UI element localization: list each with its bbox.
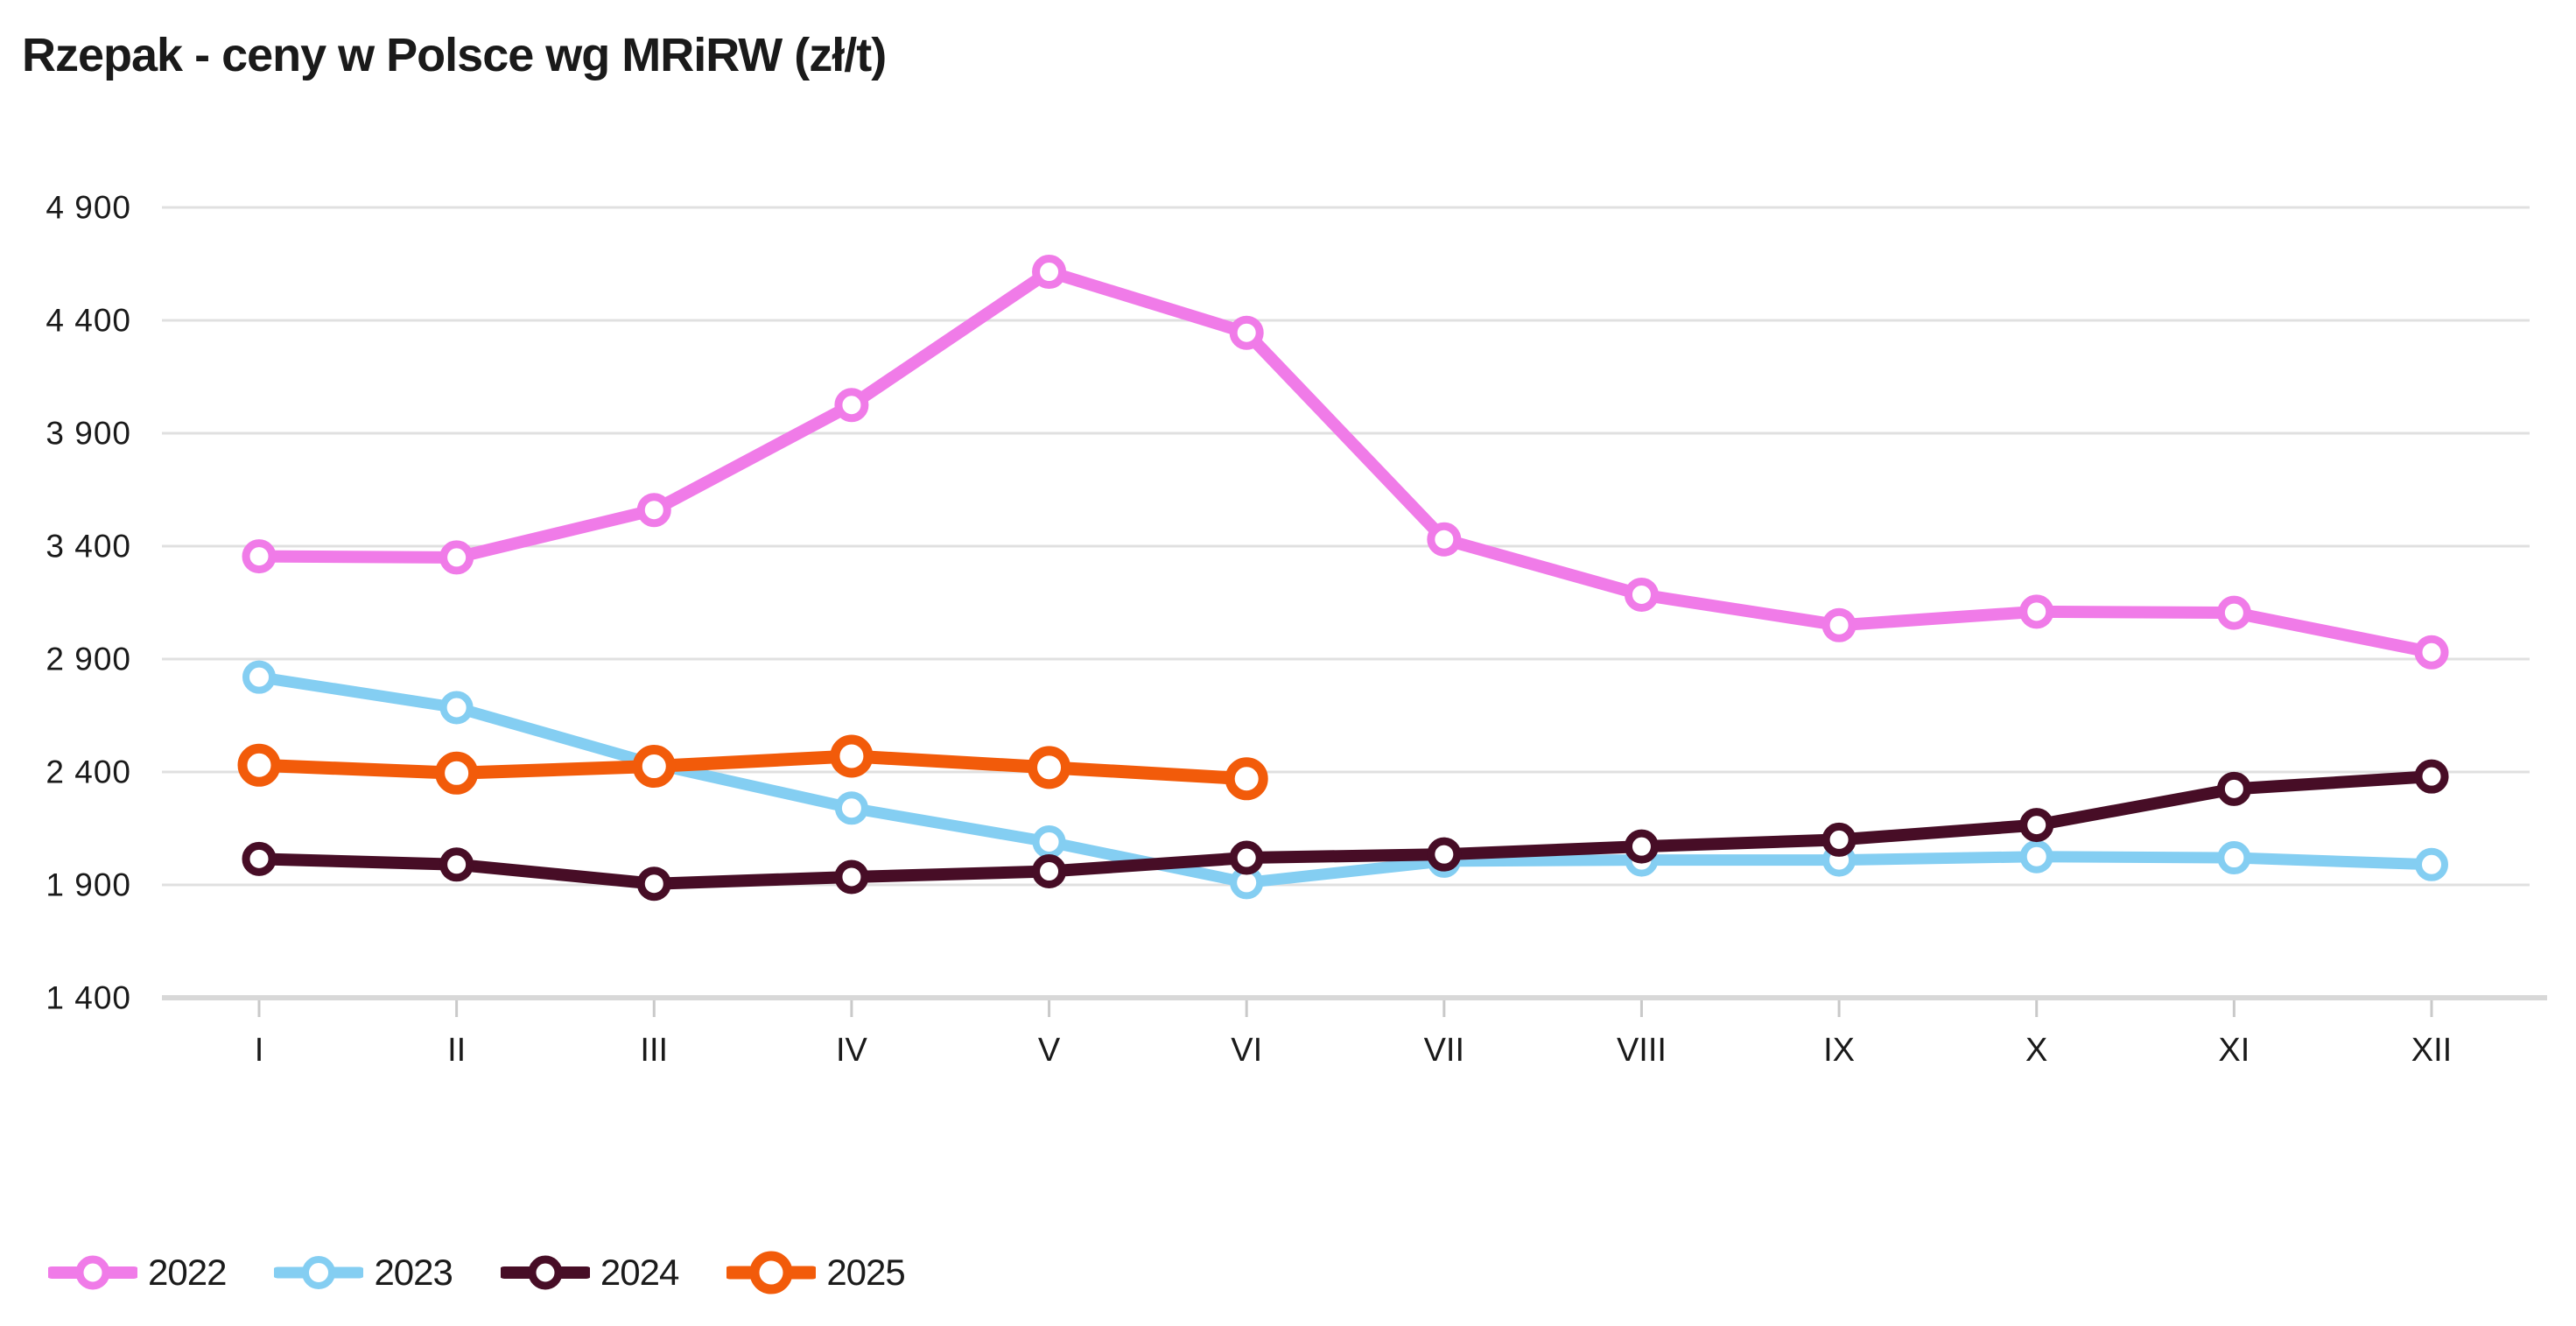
data-point-2022 [2414, 635, 2449, 670]
y-tick-label: 3 900 [46, 416, 131, 452]
data-point-2023 [834, 791, 868, 825]
data-point-2022 [1427, 522, 1462, 557]
series-line-2022 [253, 265, 2438, 659]
data-point-2022 [1229, 315, 1264, 350]
data-point-2024 [2216, 771, 2251, 806]
x-tick-label: IV [836, 1032, 868, 1069]
data-point-2024 [834, 859, 869, 895]
legend-item-2024[interactable]: 2024 [500, 1250, 679, 1295]
series-line-2024 [253, 770, 2438, 890]
data-point-2025 [632, 745, 676, 789]
x-tick-label: III [640, 1032, 668, 1069]
chart-title: Rzepak - ceny w Polsce wg MRiRW (zł/t) [22, 29, 887, 81]
data-point-2025 [237, 743, 281, 787]
data-point-2023 [2217, 841, 2251, 875]
data-point-2025 [1225, 757, 1268, 801]
data-point-2024 [1821, 822, 1857, 857]
data-point-2023 [2415, 847, 2448, 881]
data-point-2025 [830, 734, 874, 778]
data-point-2023 [2019, 839, 2053, 873]
x-tick-label: VI [1231, 1032, 1262, 1069]
data-point-2025 [1028, 746, 1071, 789]
data-point-2024 [1032, 854, 1067, 889]
data-point-2022 [636, 493, 671, 528]
series-line-2023 [253, 671, 2438, 888]
x-tick-label: II [447, 1032, 466, 1069]
legend-marker-icon [48, 1255, 137, 1290]
data-point-2023 [439, 691, 474, 725]
data-point-2023 [1032, 824, 1066, 859]
data-point-2024 [439, 847, 474, 882]
series-line-2025 [252, 749, 1253, 786]
legend: 2022 2023 2024 2025 [48, 1250, 906, 1295]
legend-label: 2025 [826, 1252, 905, 1293]
y-tick-label: 1 400 [46, 980, 131, 1016]
data-point-2022 [2019, 594, 2054, 629]
legend-item-2023[interactable]: 2023 [274, 1250, 453, 1295]
data-point-2023 [242, 660, 276, 694]
legend-item-2022[interactable]: 2022 [48, 1250, 227, 1295]
data-point-2024 [2414, 759, 2449, 794]
legend-marker-icon [500, 1255, 590, 1290]
legend-marker-icon [726, 1251, 817, 1294]
data-point-2022 [1624, 577, 1659, 612]
data-point-2024 [2019, 808, 2054, 843]
data-point-2022 [834, 388, 869, 423]
x-tick-label: I [255, 1032, 264, 1069]
data-point-2024 [242, 841, 277, 876]
data-point-2025 [435, 751, 479, 795]
data-point-2022 [242, 539, 277, 574]
legend-label: 2023 [374, 1252, 453, 1293]
data-point-2024 [636, 866, 671, 902]
data-point-2022 [2216, 595, 2251, 630]
x-tick-label: X [2025, 1032, 2047, 1069]
data-point-2024 [1229, 840, 1264, 875]
data-point-2022 [439, 540, 474, 575]
data-point-2022 [1032, 255, 1067, 290]
x-tick-label: IX [1823, 1032, 1855, 1069]
y-tick-label: 2 400 [46, 754, 131, 790]
legend-label: 2024 [600, 1252, 679, 1293]
y-tick-label: 4 900 [46, 190, 131, 226]
y-tick-label: 2 900 [46, 642, 131, 677]
x-tick-label: VII [1424, 1032, 1464, 1069]
x-tick-label: V [1038, 1032, 1061, 1069]
x-tick-label: VIII [1617, 1032, 1667, 1069]
data-point-2022 [1821, 607, 1857, 642]
x-tick-label: XII [2411, 1032, 2452, 1069]
data-point-2024 [1624, 829, 1659, 864]
data-point-2024 [1427, 837, 1462, 872]
x-tick-label: XI [2218, 1032, 2250, 1069]
legend-item-2025[interactable]: 2025 [726, 1250, 906, 1295]
legend-marker-icon [274, 1256, 364, 1289]
y-tick-label: 3 400 [46, 529, 131, 565]
y-tick-label: 4 400 [46, 303, 131, 339]
legend-label: 2022 [148, 1252, 227, 1293]
y-tick-label: 1 900 [46, 867, 131, 903]
